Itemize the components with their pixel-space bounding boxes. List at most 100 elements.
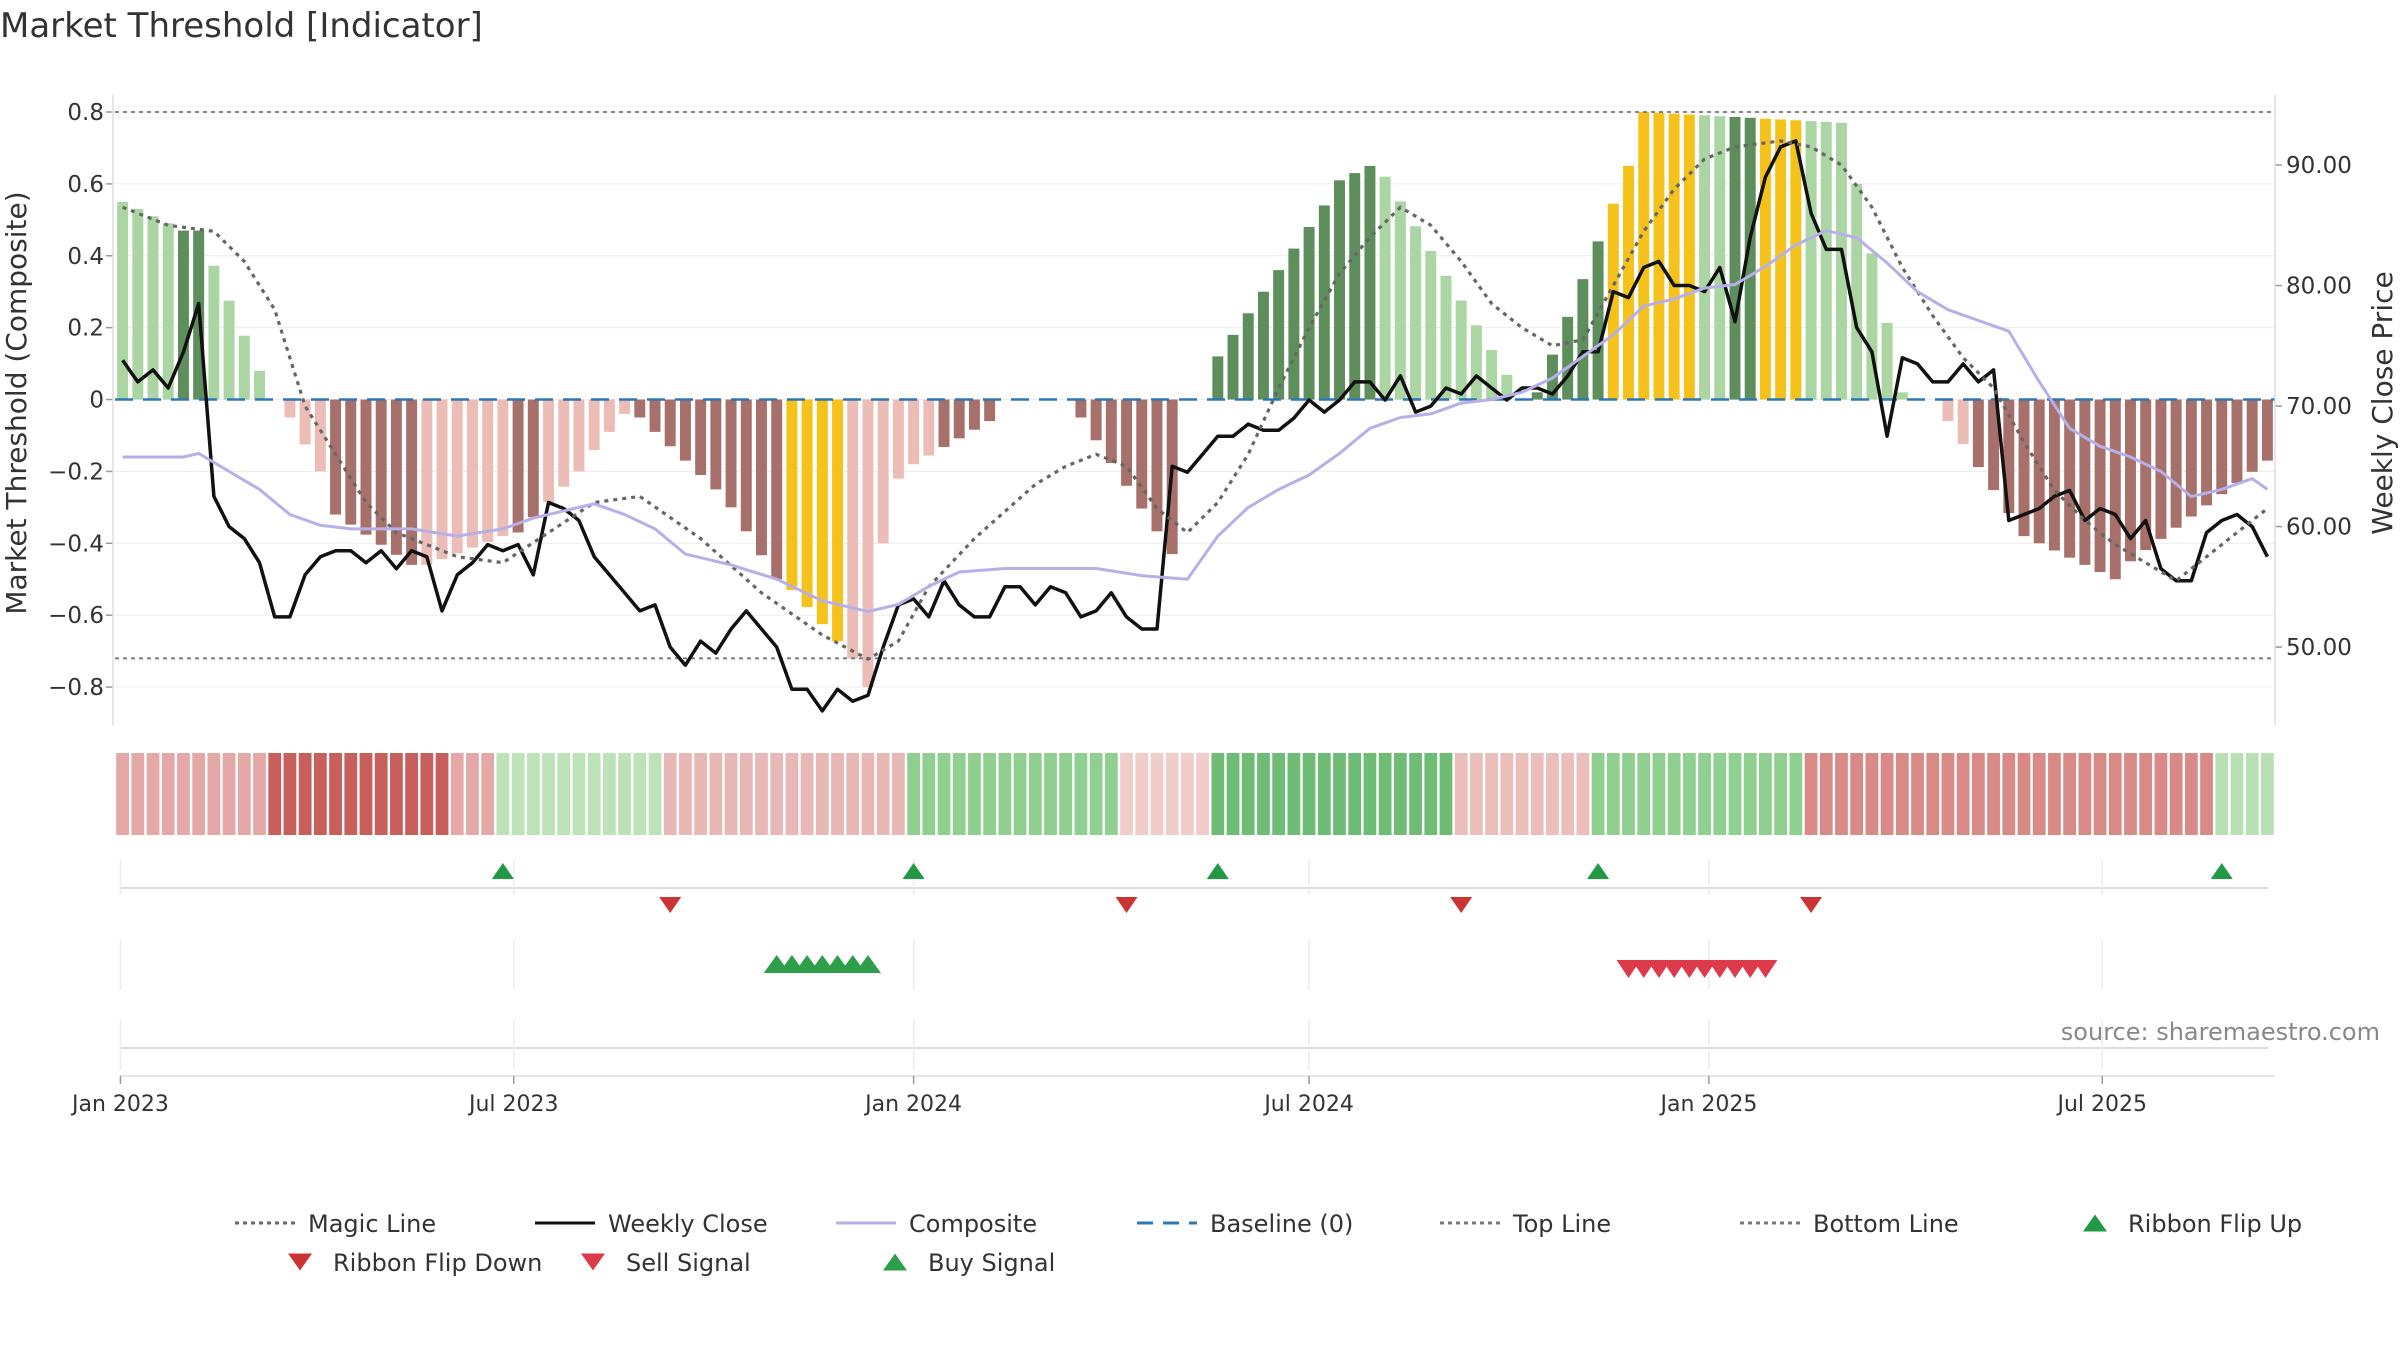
- ribbon-cell: [2048, 753, 2061, 835]
- composite-bars: [117, 112, 2273, 688]
- ribbon-cell: [192, 753, 206, 835]
- ribbon-cell: [2215, 753, 2229, 835]
- ribbon-cell: [222, 753, 236, 835]
- composite-bar: [938, 399, 950, 447]
- reference-lines: [115, 111, 2275, 660]
- composite-bar: [832, 399, 844, 642]
- ribbon-cell: [268, 753, 282, 835]
- composite-bar: [603, 399, 615, 432]
- ribbon-cell: [283, 753, 297, 835]
- tick-label-x: Jul 2024: [1262, 1092, 1354, 1117]
- composite-bar: [1851, 183, 1863, 400]
- ribbon-cell: [1257, 753, 1270, 835]
- composite-bar: [360, 399, 372, 535]
- ribbon-cell: [2230, 753, 2244, 835]
- ribbon-cell: [298, 753, 312, 835]
- composite-bar: [2018, 399, 2030, 537]
- composite-bar: [2201, 399, 2213, 506]
- legend-label: Ribbon Flip Down: [333, 1249, 542, 1277]
- composite-bar: [1531, 392, 1543, 400]
- composite-bar: [543, 399, 554, 502]
- ribbon-cell: [1956, 753, 1970, 835]
- ribbon-flip-down-marker: [1800, 897, 1823, 913]
- ribbon-cell: [922, 753, 936, 835]
- ribbon-cell: [602, 753, 616, 835]
- ribbon-cell: [1424, 753, 1438, 835]
- tick-label-right: 80.00: [2286, 274, 2352, 300]
- ribbon-cell: [2200, 753, 2213, 835]
- composite-bar: [1470, 325, 1482, 400]
- composite-bar: [1744, 117, 1756, 400]
- composite-bar: [862, 399, 874, 688]
- composite-bar: [1257, 291, 1269, 400]
- ribbon-cell: [1393, 753, 1407, 835]
- composite-bar: [2155, 399, 2167, 539]
- composite-bar: [786, 399, 798, 591]
- legend-label: Baseline (0): [1210, 1210, 1353, 1238]
- composite-bar: [1212, 356, 1224, 400]
- tick-label-left: 0.4: [67, 244, 104, 270]
- composite-bar: [1410, 226, 1422, 400]
- ribbon-cell: [1196, 753, 1209, 835]
- composite-bar: [147, 216, 159, 400]
- ribbon-cell: [770, 753, 784, 835]
- composite-bar: [1896, 392, 1908, 400]
- composite-bar: [558, 399, 570, 487]
- ribbon-cell: [1591, 753, 1605, 835]
- ribbon-cell: [1865, 753, 1879, 835]
- composite-bar: [1105, 399, 1117, 464]
- composite-bar: [2185, 399, 2197, 517]
- ribbon-cell: [542, 753, 555, 835]
- ribbon-cell: [983, 753, 997, 835]
- ribbon-cell: [618, 753, 631, 835]
- composite-bar: [1394, 201, 1406, 400]
- ribbon-cell: [1835, 753, 1848, 835]
- ribbon-cell: [1165, 753, 1179, 835]
- ribbon-cell: [496, 753, 510, 835]
- legend-item: Composite: [836, 1210, 1037, 1238]
- ribbon-cell: [1333, 753, 1346, 835]
- ribbon-cell: [952, 753, 966, 835]
- ribbon-cell: [329, 753, 342, 835]
- ribbon-cell: [1713, 753, 1727, 835]
- composite-bar: [1820, 121, 1832, 400]
- composite-bar: [573, 399, 585, 472]
- legend-item: Bottom Line: [1740, 1210, 1959, 1238]
- ribbon-cell: [1059, 753, 1073, 835]
- legend-label: Weekly Close: [608, 1210, 768, 1238]
- composite-bar: [208, 265, 220, 400]
- ribbon-cell: [1546, 753, 1559, 835]
- composite-bar: [2064, 399, 2076, 558]
- ribbon-cell: [1409, 753, 1422, 835]
- ribbon-cell: [2139, 753, 2153, 835]
- composite-bar: [619, 399, 631, 414]
- composite-bar: [649, 399, 661, 432]
- ribbon-cell: [450, 753, 464, 835]
- composite-bar: [968, 399, 980, 430]
- ribbon-cell: [2017, 753, 2031, 835]
- ribbon-cell: [694, 753, 708, 835]
- ribbon-flip-down-marker: [659, 897, 682, 913]
- ribbon-cell: [937, 753, 951, 835]
- composite-bar: [436, 399, 448, 560]
- ribbon-cell: [1819, 753, 1833, 835]
- composite-bar: [223, 300, 235, 400]
- composite-bar: [527, 399, 539, 518]
- ribbon-cell: [648, 753, 662, 835]
- ribbon-cell: [1622, 753, 1635, 835]
- ribbon-cell: [633, 753, 647, 835]
- ribbon-cell: [663, 753, 677, 835]
- composite-bar: [1683, 114, 1695, 400]
- sell-signal-marker: [1662, 960, 1687, 978]
- ribbon-cell: [253, 753, 266, 835]
- composite-bar: [2003, 399, 2015, 514]
- ribbon-cell: [1895, 753, 1909, 835]
- ribbon-cell: [1667, 753, 1681, 835]
- ribbon-strip: [116, 753, 2274, 835]
- composite-bar: [177, 230, 189, 400]
- composite-bar: [1790, 120, 1802, 400]
- tick-label-x: Jan 2025: [1658, 1092, 1757, 1117]
- ribbon-cell: [2261, 753, 2274, 835]
- legend-label: Top Line: [1512, 1210, 1611, 1238]
- composite-bar: [345, 399, 357, 525]
